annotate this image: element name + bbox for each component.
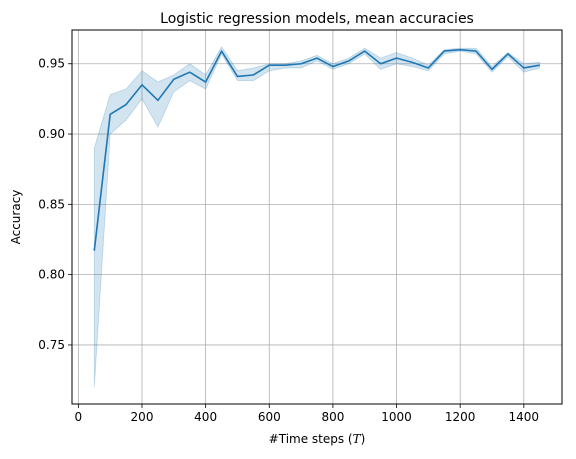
x-tick-label: 1200 [445, 410, 476, 424]
mean-line-layer [93, 48, 540, 251]
mean-accuracy-line [93, 48, 540, 251]
x-tick-label: 400 [194, 410, 217, 424]
x-axis-title-variable: T [353, 432, 362, 446]
y-axis-title: Accuracy [9, 190, 23, 245]
confidence-band [93, 46, 541, 388]
x-tick-label: 1000 [381, 410, 412, 424]
x-tick-label: 600 [258, 410, 281, 424]
x-axis-ticks: 0 200 400 600 800 1000 1200 1400 [75, 404, 540, 424]
x-axis-title-prefix: #Time steps ( [269, 432, 353, 446]
x-tick-label: 800 [321, 410, 344, 424]
y-tick-label: 0.85 [38, 197, 65, 211]
chart-title: Logistic regression models, mean accurac… [160, 11, 474, 27]
x-tick-label: 200 [131, 410, 154, 424]
confidence-band-layer [93, 46, 541, 388]
x-axis-title: #Time steps (T) [269, 432, 366, 446]
y-tick-label: 0.80 [38, 268, 65, 282]
x-tick-label: 0 [75, 410, 83, 424]
grid-lines [72, 30, 562, 404]
y-tick-label: 0.90 [38, 127, 65, 141]
y-tick-label: 0.75 [38, 338, 65, 352]
plot-frame [71, 29, 563, 405]
x-tick-label: 1400 [509, 410, 540, 424]
y-axis-ticks: 0.75 0.80 0.85 0.90 0.95 [38, 57, 72, 352]
y-tick-label: 0.95 [38, 57, 65, 71]
x-axis-title-suffix: ) [361, 432, 366, 446]
